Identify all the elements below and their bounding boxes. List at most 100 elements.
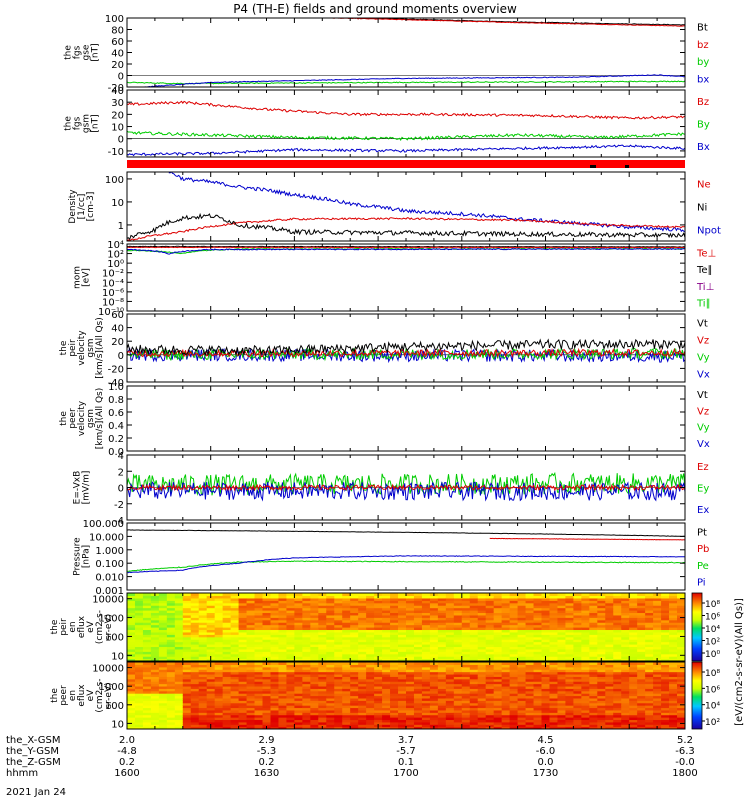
y-axis-label: sr-eV) bbox=[104, 614, 114, 640]
y-axis-label: velocity bbox=[77, 400, 87, 436]
legend-Vz: Vz bbox=[697, 336, 709, 347]
panel-frame bbox=[126, 385, 686, 452]
y-axis-label: the bbox=[64, 116, 74, 131]
panel-peir_vel: -40 -20 0 20 40 60 the peir velocity gsm [km/s](Al… bbox=[59, 310, 710, 389]
y-axis-label: eV bbox=[86, 620, 96, 633]
y-tick-label: 10.000 bbox=[89, 532, 124, 543]
series-fgs_gsm-1 bbox=[127, 130, 685, 141]
y-axis-label: the bbox=[64, 45, 74, 60]
series-efield-1 bbox=[127, 481, 685, 502]
y-axis-label: eflux bbox=[77, 615, 87, 638]
x-tick-label: -4.8 bbox=[117, 746, 137, 757]
y-tick-label: 0.100 bbox=[95, 559, 124, 570]
legend-Te⊥: Te⊥ bbox=[696, 248, 716, 259]
colorbar-label: [eV/(cm2-s-sr-eV)(All Qs)] bbox=[734, 598, 745, 726]
legend-Vx: Vx bbox=[697, 439, 710, 450]
y-tick-label: 0.6 bbox=[108, 408, 124, 419]
panel-peer_vel: 0.0 0.2 0.4 0.6 0.8 1.0 the peer velocity gsm [km/… bbox=[59, 382, 710, 458]
series-pressure-1 bbox=[489, 537, 685, 541]
y-tick-label: 40 bbox=[111, 49, 124, 60]
colorbar-tick-label: 10⁸ bbox=[705, 600, 720, 610]
series-pressure-0 bbox=[127, 529, 685, 537]
x-tick-label: 1700 bbox=[393, 768, 418, 779]
x-tick-label: 2.9 bbox=[259, 735, 275, 746]
colorbar-tick-label: 10⁴ bbox=[705, 625, 720, 635]
mode-bar bbox=[127, 160, 685, 168]
legend-Ey: Ey bbox=[697, 484, 709, 495]
y-axis-label: [eV] bbox=[82, 268, 92, 287]
y-tick-label: 10⁰ bbox=[107, 259, 124, 270]
legend-Ti⊥: Ti⊥ bbox=[696, 282, 714, 293]
y-tick-label: 10000 bbox=[92, 664, 124, 675]
colorbar-0: 10⁸ 10⁶ 10⁴ 10² 10⁰ bbox=[691, 592, 720, 662]
legend-Vt: Vt bbox=[697, 390, 708, 401]
y-axis-label: [cm-3] bbox=[86, 192, 96, 222]
y-tick-label: 60 bbox=[111, 310, 124, 321]
y-axis-label: peir bbox=[68, 339, 78, 357]
x-tick-label: 0.2 bbox=[119, 757, 135, 768]
y-axis-label: peir bbox=[59, 618, 69, 636]
y-tick-label: 0 bbox=[118, 484, 124, 495]
y-tick-label: 0 bbox=[118, 72, 124, 83]
y-tick-label: 0 bbox=[118, 135, 124, 146]
y-axis-label: the bbox=[50, 688, 60, 703]
y-axis-label: fgs bbox=[73, 45, 83, 59]
y-tick-label: 40 bbox=[111, 324, 124, 335]
y-tick-label: 10² bbox=[107, 250, 124, 261]
y-tick-label: 1.000 bbox=[95, 546, 124, 557]
x-tick-label: -0.0 bbox=[675, 757, 695, 768]
y-tick-label: 40 bbox=[111, 86, 124, 97]
series-peir_vel-3 bbox=[127, 338, 685, 357]
y-axis-label: velocity bbox=[77, 330, 87, 366]
x-row-label: the_Y-GSM bbox=[6, 746, 59, 757]
legend-Vx: Vx bbox=[697, 370, 710, 381]
colorbar-tick-label: 10⁰ bbox=[705, 650, 720, 660]
y-tick-label: 0.001 bbox=[95, 586, 124, 597]
colorbar-1: 10⁸ 10⁶ 10⁴ 10² bbox=[691, 661, 720, 730]
x-tick-label: 1600 bbox=[114, 768, 139, 779]
legend-Bt: Bt bbox=[697, 23, 708, 34]
legend-Vz: Vz bbox=[697, 406, 709, 417]
x-tick-label: -5.3 bbox=[257, 746, 277, 757]
y-axis-label: [nT] bbox=[91, 114, 101, 132]
y-tick-label: 100 bbox=[105, 14, 124, 25]
series-pressure-3 bbox=[127, 555, 685, 574]
y-tick-label: 0.4 bbox=[108, 421, 124, 432]
y-tick-label: 100.000 bbox=[83, 519, 124, 530]
x-tick-label: 1800 bbox=[672, 768, 697, 779]
y-tick-label: 60 bbox=[111, 37, 124, 48]
y-tick-label: -20 bbox=[108, 83, 124, 94]
x-row-label: the_X-GSM bbox=[6, 735, 60, 746]
legend-Vy: Vy bbox=[697, 353, 710, 364]
y-tick-label: -2 bbox=[114, 500, 124, 511]
legend-Bx: Bx bbox=[697, 142, 710, 153]
plot-title: P4 (TH-E) fields and ground moments over… bbox=[233, 2, 517, 16]
legend-bz: bz bbox=[697, 40, 709, 51]
y-axis-label: gsm bbox=[86, 338, 96, 357]
y-tick-label: 4 bbox=[118, 451, 124, 462]
y-axis-label: en bbox=[68, 690, 78, 701]
legend-Ez: Ez bbox=[697, 462, 709, 473]
y-tick-label: 30 bbox=[111, 98, 124, 109]
x-tick-label: 2.0 bbox=[119, 735, 135, 746]
series-pressure-2 bbox=[127, 560, 685, 572]
y-axis-label: Pressure bbox=[73, 537, 83, 576]
colorbar-tick-label: 10⁴ bbox=[705, 702, 720, 712]
y-tick-label: 10 bbox=[111, 123, 124, 134]
panel-peir_spec: 10 100 1000 10000 the peir en eflux eV (cm2-s-sr-… bbox=[50, 592, 686, 662]
x-tick-label: 1730 bbox=[533, 768, 558, 779]
legend-Bz: Bz bbox=[697, 97, 709, 108]
legend-Npot: Npot bbox=[697, 226, 721, 237]
y-axis-label: [nT] bbox=[91, 43, 101, 61]
x-row-label: the_Z-GSM bbox=[6, 757, 61, 768]
x-tick-label: 0.0 bbox=[538, 757, 554, 768]
y-tick-label: 10⁻² bbox=[102, 269, 124, 280]
legend-Pi: Pi bbox=[697, 578, 706, 589]
y-axis-label: Density bbox=[68, 189, 78, 224]
colorbar-gradient bbox=[691, 592, 703, 662]
y-tick-label: 80 bbox=[111, 26, 124, 37]
